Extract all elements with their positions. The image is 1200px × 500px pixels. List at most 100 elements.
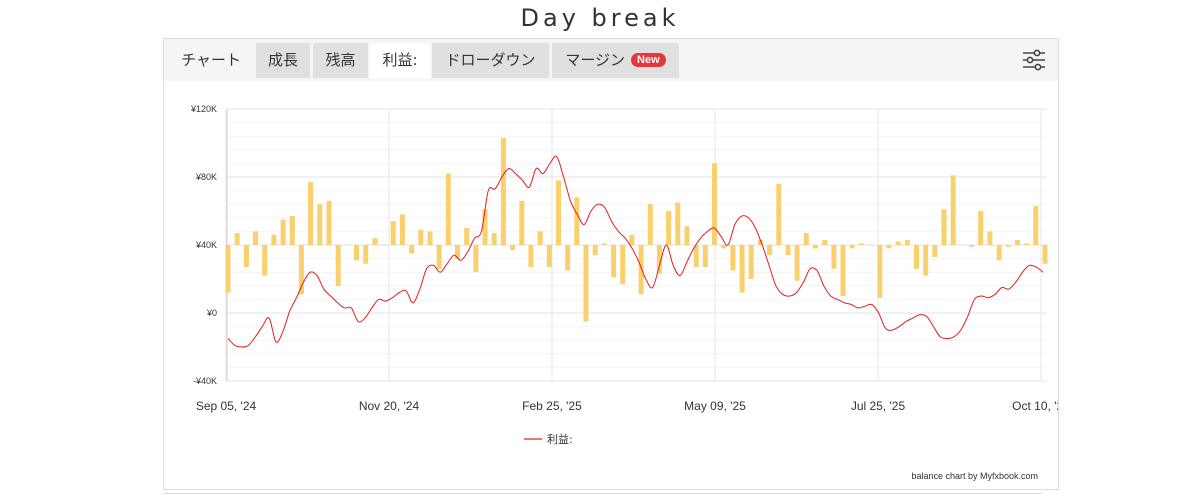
bar [344, 245, 350, 246]
tab-drawdown[interactable]: ドローダウン [432, 43, 549, 78]
bar [583, 245, 589, 322]
bar [849, 245, 855, 249]
bar [455, 245, 460, 259]
bar [592, 245, 598, 256]
bar [969, 245, 975, 247]
bar [776, 183, 782, 245]
tab-chart-label: チャート [181, 51, 241, 69]
x-tick-label: Oct 10, '25 [1012, 399, 1058, 413]
bar [528, 245, 534, 268]
bar [372, 238, 378, 245]
legend-label: 利益: [547, 432, 573, 446]
bar [298, 245, 304, 295]
chart-legend: 利益: [524, 432, 573, 446]
bar [638, 245, 644, 295]
bar [445, 173, 451, 245]
bar [1005, 245, 1011, 247]
bar [730, 245, 736, 271]
bar [840, 245, 846, 296]
chart-grid [225, 108, 1047, 382]
tab-margin-label: マージン [565, 51, 626, 69]
tab-profit[interactable]: 利益: [370, 43, 430, 78]
sliders-icon[interactable] [1022, 48, 1046, 72]
bar [280, 219, 286, 245]
bar [794, 245, 800, 281]
bar [858, 243, 864, 245]
bar [914, 245, 919, 269]
tab-balance[interactable]: 残高 [313, 43, 368, 78]
tab-growth[interactable]: 成長 [256, 43, 310, 78]
bar [656, 245, 662, 274]
tab-bar: チャート 成長 残高 利益: ドローダウン マージン New [164, 39, 1058, 81]
bar [354, 245, 359, 261]
page-title: Day break [520, 4, 680, 32]
bar [565, 245, 571, 271]
bar [326, 200, 332, 245]
chart-credit: balance chart by Myfxbook.com [911, 471, 1038, 481]
new-badge: New [631, 53, 666, 67]
bar [868, 245, 874, 246]
tab-margin[interactable]: マージン New [552, 43, 679, 78]
bar [464, 228, 470, 245]
bar [895, 241, 901, 245]
panel-bottom-edge [163, 490, 1043, 494]
x-tick-label: Sep 05, '24 [196, 399, 257, 413]
bar [399, 214, 405, 245]
bar [510, 245, 516, 251]
bar [904, 239, 910, 245]
bar [335, 245, 341, 286]
bar [491, 233, 497, 245]
bar [381, 245, 387, 246]
bar [693, 245, 699, 268]
bar [1024, 243, 1030, 245]
bar [803, 233, 809, 245]
bar [629, 234, 635, 245]
bar-series [225, 137, 1048, 322]
bar [978, 211, 984, 245]
tab-balance-label: 残高 [325, 51, 356, 69]
bar [537, 231, 543, 245]
bar [418, 229, 424, 245]
bar [317, 204, 323, 245]
bar [519, 200, 525, 245]
x-tick-label: Jul 25, '25 [851, 399, 906, 413]
chart-panel: チャート 成長 残高 利益: ドローダウン マージン New -¥40K ¥0 ¥40… [163, 38, 1059, 490]
bar [390, 221, 396, 245]
y-tick-label: ¥0 [206, 308, 217, 318]
bar [556, 180, 561, 245]
y-tick-label: ¥80K [195, 172, 217, 182]
bar [611, 245, 617, 278]
x-tick-label: May 09, '25 [684, 399, 746, 413]
tab-growth-label: 成長 [267, 51, 298, 69]
bar [243, 245, 249, 268]
x-tick-label: Nov 20, '24 [359, 399, 420, 413]
bar [886, 245, 892, 249]
bar [1015, 239, 1020, 245]
tab-chart[interactable]: チャート [168, 43, 254, 78]
bar [620, 245, 626, 285]
bar [932, 245, 938, 257]
bar [473, 245, 479, 273]
bar [308, 182, 314, 245]
bar [546, 245, 552, 268]
bar [1042, 245, 1048, 264]
bar [748, 245, 754, 279]
bar [409, 245, 415, 254]
bar [647, 204, 653, 245]
bar [1033, 205, 1039, 245]
bar [363, 245, 369, 264]
bar [427, 231, 433, 245]
profit-chart: -¥40K ¥0 ¥40K ¥80K ¥120K Sep 05, '24 Nov 20, … [190, 104, 1058, 446]
bar [941, 209, 947, 245]
bar [813, 245, 818, 249]
bar [675, 202, 681, 245]
bar [666, 211, 672, 245]
bar [702, 245, 708, 268]
bar [436, 245, 442, 269]
bar [757, 239, 763, 245]
bar [987, 231, 993, 245]
bar [601, 243, 607, 245]
bar [253, 231, 258, 245]
bar [482, 209, 488, 245]
bar [923, 245, 929, 276]
